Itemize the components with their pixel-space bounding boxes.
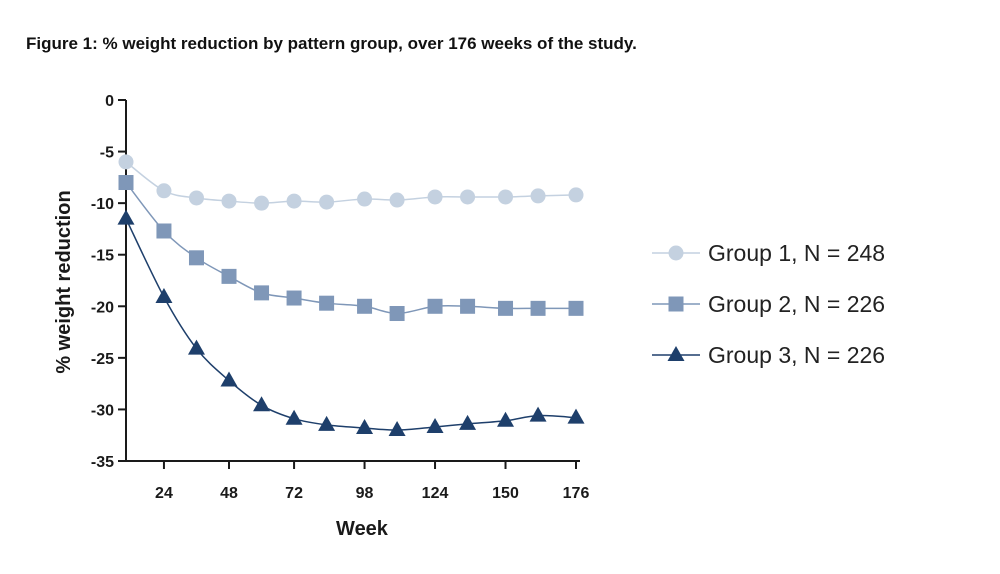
data-point-square	[427, 298, 443, 314]
data-point-triangle	[155, 288, 173, 304]
x-tick-label: 48	[220, 485, 238, 502]
data-point-triangle	[388, 421, 406, 437]
data-point-square	[389, 306, 405, 322]
data-point-triangle	[497, 411, 515, 427]
x-tick-label: 124	[422, 485, 449, 502]
data-point-square	[254, 285, 270, 301]
x-tick-label: 72	[285, 485, 303, 502]
data-point-triangle	[529, 406, 547, 422]
data-point-square	[668, 296, 684, 312]
legend-item-2: Group 2, N = 226	[652, 291, 885, 317]
y-tick-label: 0	[105, 93, 114, 110]
data-point-circle	[498, 189, 514, 205]
x-tick-label: 98	[356, 485, 374, 502]
data-point-triangle	[318, 415, 336, 431]
data-point-triangle	[220, 371, 238, 387]
data-point-square	[286, 290, 302, 306]
data-point-square	[188, 250, 204, 266]
data-point-square	[530, 300, 546, 316]
data-point-circle	[530, 188, 546, 204]
data-point-circle	[668, 245, 684, 261]
legend-item-3: Group 3, N = 226	[652, 342, 885, 368]
series-group-2	[118, 175, 584, 322]
data-point-square	[156, 223, 172, 239]
figure-title: Figure 1: % weight reduction by pattern …	[26, 34, 637, 53]
y-tick-label: -30	[91, 402, 114, 419]
data-point-triangle	[356, 418, 374, 434]
series-group-1	[118, 154, 584, 211]
data-point-circle	[286, 193, 302, 209]
y-tick-label: -35	[91, 454, 114, 471]
legend-label: Group 3, N = 226	[708, 342, 885, 368]
data-point-square	[568, 300, 584, 316]
data-point-circle	[188, 190, 204, 206]
data-point-triangle	[459, 414, 477, 430]
y-axis-ticks: 0 -5 -10 -15 -20 -25 -30 -35	[91, 93, 126, 471]
data-point-circle	[568, 187, 584, 203]
axes	[125, 100, 580, 462]
data-point-circle	[460, 189, 476, 205]
data-point-square	[118, 175, 134, 191]
data-point-triangle	[426, 417, 444, 433]
data-point-circle	[319, 194, 335, 210]
series-layer	[117, 154, 585, 437]
data-point-triangle	[667, 346, 685, 361]
data-point-circle	[357, 191, 373, 207]
data-point-square	[221, 268, 237, 284]
legend-label: Group 1, N = 248	[708, 240, 885, 266]
data-point-circle	[254, 195, 270, 211]
data-point-square	[357, 298, 373, 314]
data-point-triangle	[187, 339, 205, 355]
y-tick-label: -5	[100, 145, 114, 162]
y-tick-label: -25	[91, 351, 114, 368]
series-group-3	[117, 209, 585, 437]
data-point-triangle	[117, 209, 135, 225]
data-point-circle	[427, 189, 443, 205]
legend-item-1: Group 1, N = 248	[652, 240, 885, 266]
data-point-circle	[389, 192, 405, 208]
data-point-square	[460, 298, 476, 314]
x-tick-label: 150	[492, 485, 519, 502]
y-tick-label: -10	[91, 196, 114, 213]
data-point-triangle	[285, 409, 303, 425]
legend-label: Group 2, N = 226	[708, 291, 885, 317]
data-point-circle	[221, 193, 237, 209]
legend: Group 1, N = 248 Group 2, N = 226 Group 3,…	[652, 240, 885, 368]
y-tick-label: -20	[91, 299, 114, 316]
data-point-triangle	[567, 408, 585, 424]
data-point-triangle	[253, 396, 271, 412]
y-tick-label: -15	[91, 248, 114, 265]
data-point-circle	[156, 183, 172, 199]
x-axis-ticks: 24 48 72 98 124 150 176	[155, 461, 589, 502]
x-axis-title: Week	[336, 518, 389, 540]
data-point-square	[319, 295, 335, 311]
x-tick-label: 24	[155, 485, 173, 502]
x-tick-label: 176	[563, 485, 590, 502]
y-axis-title: % weight reduction	[53, 190, 75, 373]
data-point-circle	[118, 154, 134, 170]
data-point-square	[498, 300, 514, 316]
